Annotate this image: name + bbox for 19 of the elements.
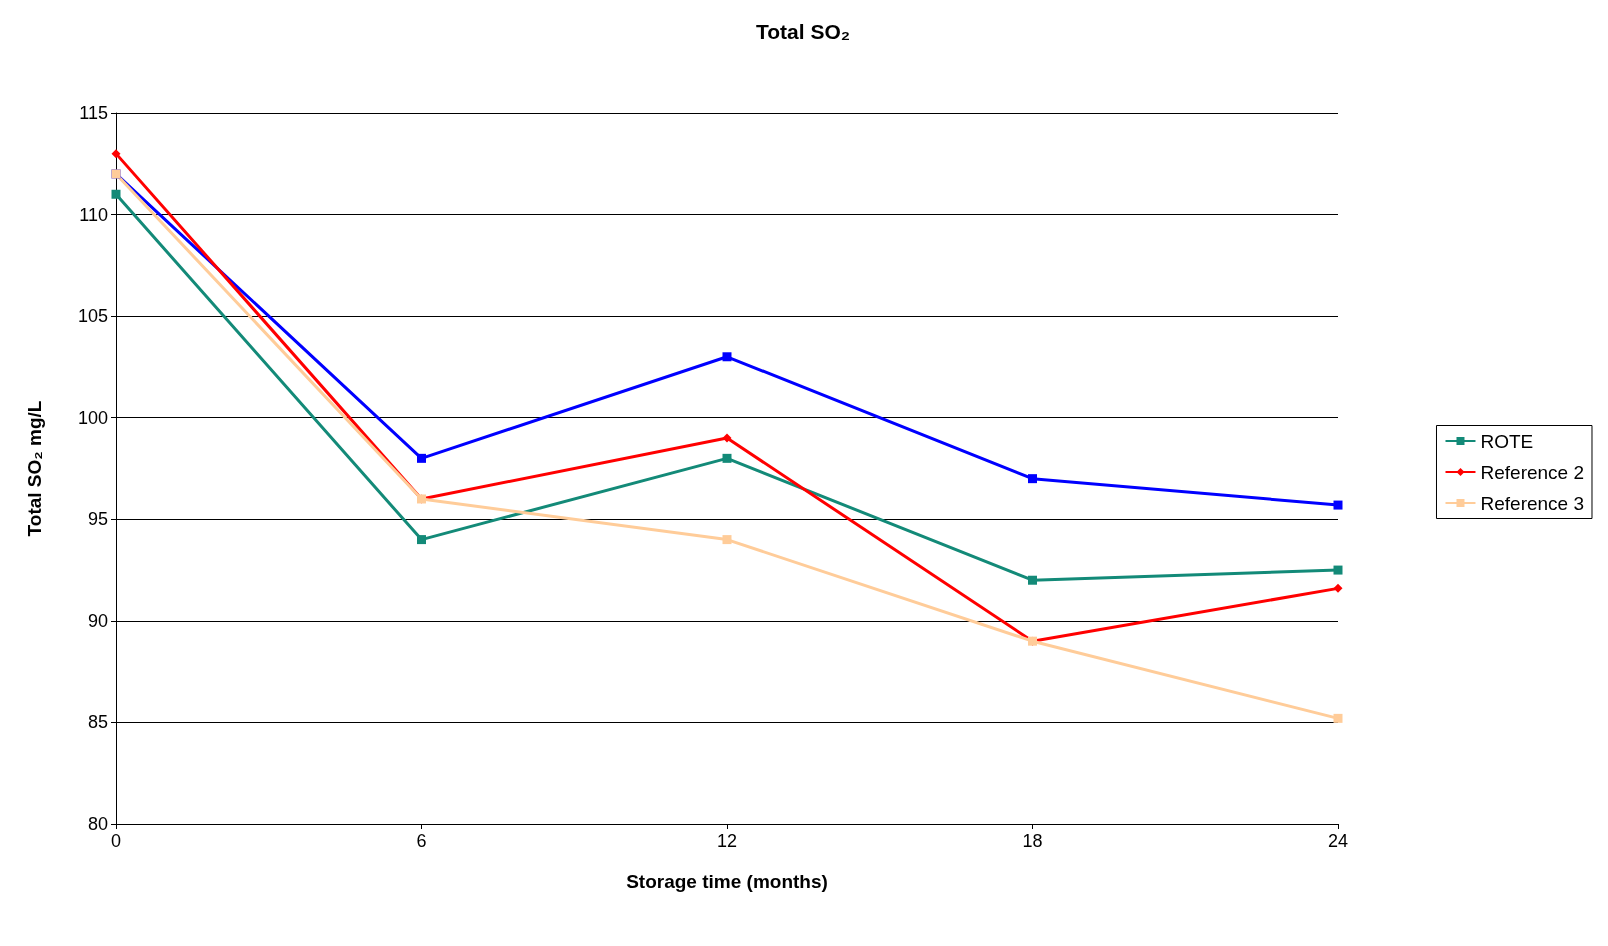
legend-label: Reference 3 xyxy=(1480,492,1585,514)
y-tick-label: 115 xyxy=(79,103,108,123)
x-tick-label: 6 xyxy=(416,831,427,851)
y-tick-label: 100 xyxy=(77,407,108,428)
x-tick-label: 24 xyxy=(1327,831,1349,851)
legend-label: Reference 2 xyxy=(1480,461,1585,483)
chart-title: Total SO₂ xyxy=(755,20,851,43)
y-tick-label: 90 xyxy=(87,610,108,631)
y-tick-label: 85 xyxy=(87,712,108,733)
legend-label: ROTE xyxy=(1480,430,1534,452)
x-tick-label: 12 xyxy=(716,831,738,851)
y-tick-label: 80 xyxy=(87,814,108,834)
x-tick-label: 18 xyxy=(1022,831,1043,851)
y-tick-label: 110 xyxy=(79,204,108,225)
y-tick-label: 95 xyxy=(87,509,108,530)
y-axis-title: Total SO₂ mg/L xyxy=(24,400,45,537)
y-tick-label: 105 xyxy=(77,306,108,327)
x-tick-label: 0 xyxy=(110,831,122,851)
x-axis-title: Storage time (months) xyxy=(626,871,828,892)
